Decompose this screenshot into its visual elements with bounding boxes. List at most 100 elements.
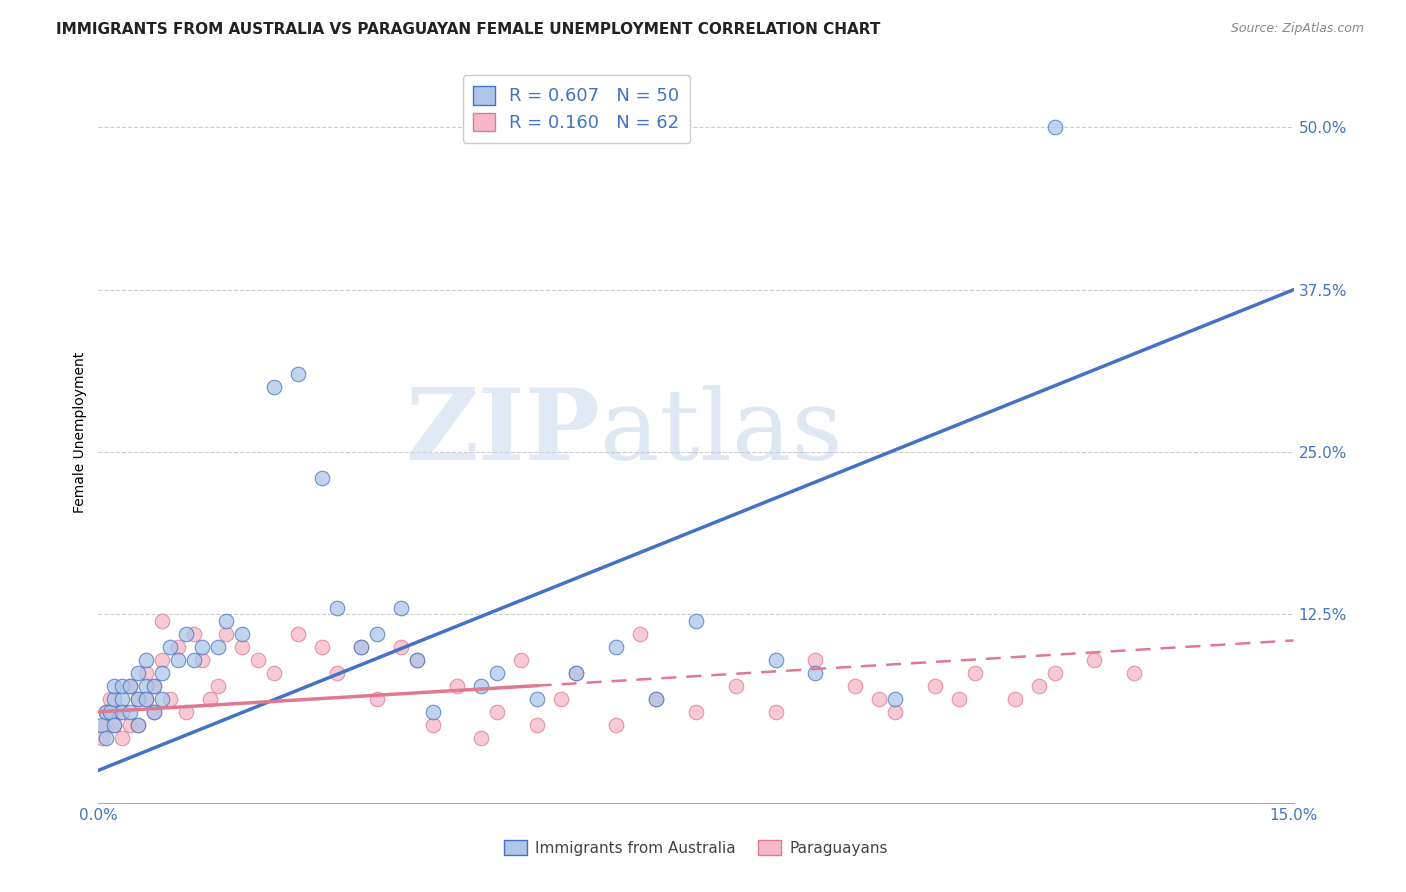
Point	[963, 665, 986, 680]
Point	[422, 718, 444, 732]
Point	[884, 705, 907, 719]
Point	[127, 665, 149, 680]
Point	[183, 627, 205, 641]
Point	[111, 731, 134, 745]
Point	[215, 627, 238, 641]
Point	[231, 627, 253, 641]
Point	[1043, 120, 1066, 135]
Point	[311, 640, 333, 654]
Point	[127, 718, 149, 732]
Point	[143, 705, 166, 719]
Point	[103, 718, 125, 732]
Point	[605, 640, 627, 654]
Point	[804, 665, 827, 680]
Text: ZIP: ZIP	[405, 384, 600, 481]
Point	[150, 653, 173, 667]
Point	[366, 627, 388, 641]
Point	[120, 705, 142, 719]
Point	[120, 679, 142, 693]
Point	[143, 679, 166, 693]
Point	[198, 692, 221, 706]
Point	[924, 679, 946, 693]
Point	[422, 705, 444, 719]
Point	[127, 692, 149, 706]
Point	[111, 679, 134, 693]
Point	[143, 705, 166, 719]
Point	[127, 718, 149, 732]
Text: atlas: atlas	[600, 384, 844, 481]
Point	[948, 692, 970, 706]
Point	[246, 653, 269, 667]
Point	[685, 705, 707, 719]
Point	[150, 665, 173, 680]
Point	[135, 692, 157, 706]
Point	[1123, 665, 1146, 680]
Point	[724, 679, 747, 693]
Point	[96, 705, 118, 719]
Point	[263, 665, 285, 680]
Point	[287, 367, 309, 381]
Point	[103, 718, 125, 732]
Point	[311, 471, 333, 485]
Point	[765, 705, 787, 719]
Point	[868, 692, 890, 706]
Y-axis label: Female Unemployment: Female Unemployment	[73, 352, 87, 513]
Point	[103, 692, 125, 706]
Point	[143, 679, 166, 693]
Point	[135, 692, 157, 706]
Point	[628, 627, 651, 641]
Point	[470, 731, 492, 745]
Point	[509, 653, 531, 667]
Point	[550, 692, 572, 706]
Point	[645, 692, 668, 706]
Point	[91, 731, 114, 745]
Point	[96, 731, 118, 745]
Point	[389, 601, 412, 615]
Point	[1083, 653, 1105, 667]
Point	[135, 653, 157, 667]
Point	[159, 692, 181, 706]
Point	[215, 614, 238, 628]
Text: IMMIGRANTS FROM AUSTRALIA VS PARAGUAYAN FEMALE UNEMPLOYMENT CORRELATION CHART: IMMIGRANTS FROM AUSTRALIA VS PARAGUAYAN …	[56, 22, 880, 37]
Point	[326, 665, 349, 680]
Point	[406, 653, 429, 667]
Point	[406, 653, 429, 667]
Point	[103, 705, 125, 719]
Point	[526, 718, 548, 732]
Point	[135, 679, 157, 693]
Point	[120, 679, 142, 693]
Point	[96, 718, 118, 732]
Point	[1043, 665, 1066, 680]
Legend: Immigrants from Australia, Paraguayans: Immigrants from Australia, Paraguayans	[498, 834, 894, 862]
Point	[605, 718, 627, 732]
Text: Source: ZipAtlas.com: Source: ZipAtlas.com	[1230, 22, 1364, 36]
Point	[111, 705, 134, 719]
Point	[167, 640, 190, 654]
Point	[191, 653, 214, 667]
Point	[167, 653, 190, 667]
Point	[526, 692, 548, 706]
Point	[150, 692, 173, 706]
Point	[150, 614, 173, 628]
Point	[645, 692, 668, 706]
Point	[804, 653, 827, 667]
Point	[120, 718, 142, 732]
Point	[287, 627, 309, 641]
Point	[111, 692, 134, 706]
Point	[103, 679, 125, 693]
Point	[389, 640, 412, 654]
Point	[1004, 692, 1026, 706]
Point	[183, 653, 205, 667]
Point	[470, 679, 492, 693]
Point	[485, 665, 508, 680]
Point	[1028, 679, 1050, 693]
Point	[765, 653, 787, 667]
Point	[135, 665, 157, 680]
Point	[207, 679, 229, 693]
Point	[366, 692, 388, 706]
Point	[91, 718, 114, 732]
Point	[174, 627, 197, 641]
Point	[350, 640, 373, 654]
Point	[111, 705, 134, 719]
Point	[159, 640, 181, 654]
